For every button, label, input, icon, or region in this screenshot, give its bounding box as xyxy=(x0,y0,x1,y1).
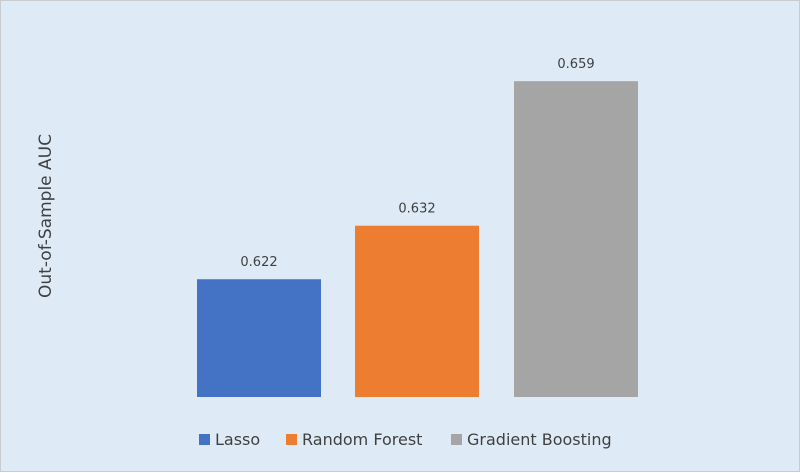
data-label: 0.659 xyxy=(557,57,594,72)
legend-swatch xyxy=(199,434,210,445)
y-axis-label: Out-of-Sample AUC xyxy=(36,134,56,298)
bar-gradient-boosting xyxy=(514,81,638,398)
legend-label: Random Forest xyxy=(302,430,422,449)
bar-random-forest xyxy=(355,225,479,397)
data-label: 0.632 xyxy=(398,202,435,217)
bar-lasso xyxy=(197,279,321,397)
legend-swatch xyxy=(286,434,297,445)
legend-label: Lasso xyxy=(215,430,260,449)
legend-swatch xyxy=(451,434,462,445)
data-label: 0.622 xyxy=(240,255,277,270)
legend-label: Gradient Boosting xyxy=(467,430,612,449)
